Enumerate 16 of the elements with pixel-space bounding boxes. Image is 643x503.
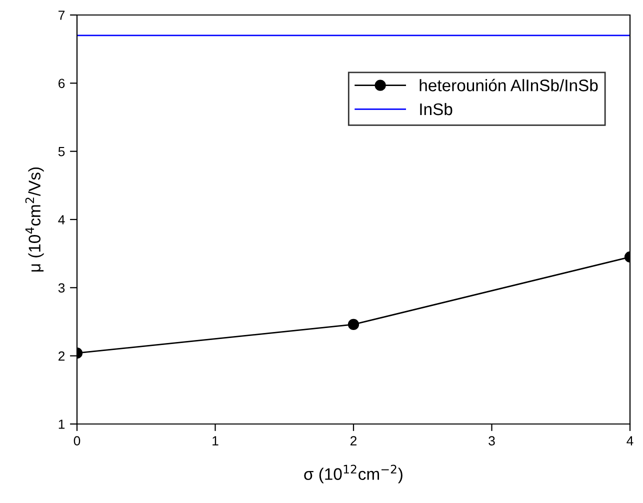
x-tick-label: 0 xyxy=(74,436,80,446)
legend-label: InSb xyxy=(420,102,452,116)
y-tick-label: 1 xyxy=(58,420,65,429)
x-tick-label: 1 xyxy=(212,436,218,446)
y-tick-label: 6 xyxy=(58,78,65,88)
y-tick-label: 7 xyxy=(58,10,65,20)
y-tick-label: 4 xyxy=(58,215,65,224)
y-axis-title: μ (10$^{4}$cm$^{2}$/Vs) xyxy=(25,167,44,272)
legend-label: heterounión AlInSb/InSb xyxy=(420,78,598,92)
y-tick-label: 5 xyxy=(58,147,65,156)
x-tick-label: 2 xyxy=(350,436,357,446)
x-tick-label: 3 xyxy=(488,436,495,446)
x-tick-label: 4 xyxy=(626,436,634,446)
x-axis-title: σ (10$^{12}$cm$^{−2}$) xyxy=(304,464,402,484)
y-tick-label: 2 xyxy=(58,351,65,361)
y-tick-label: 3 xyxy=(58,283,65,293)
